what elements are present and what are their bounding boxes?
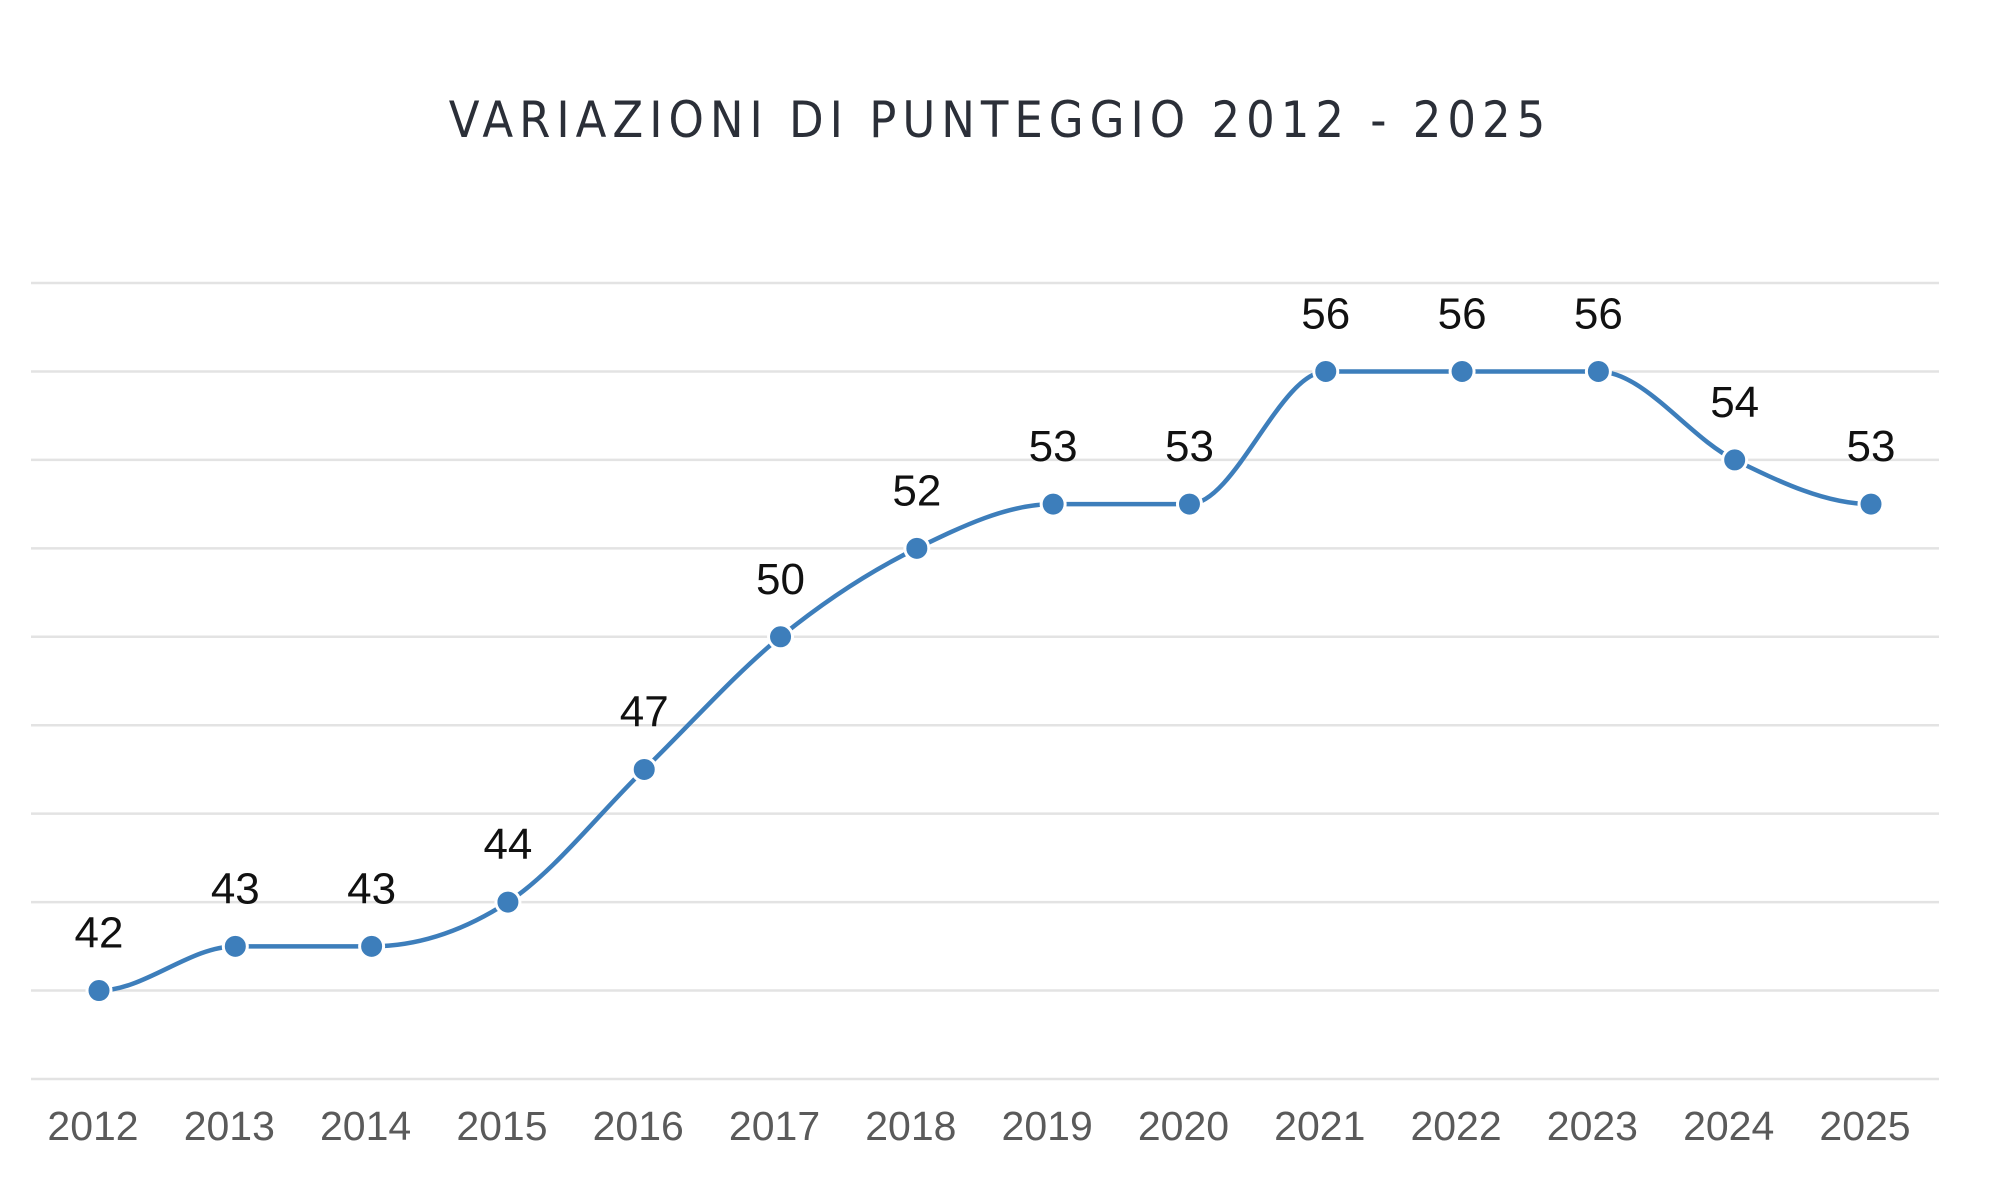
data-point: [1039, 490, 1067, 518]
x-tick-label: 2021: [1274, 1103, 1365, 1149]
x-tick-label: 2012: [47, 1103, 138, 1149]
data-label: 43: [347, 864, 396, 913]
x-tick-label: 2023: [1547, 1103, 1638, 1149]
data-label: 56: [1438, 289, 1487, 338]
x-tick-label: 2013: [184, 1103, 275, 1149]
data-label: 52: [892, 466, 941, 515]
data-point: [1857, 490, 1885, 518]
x-axis-tick-labels: 2012 2013 2014 2015 2016 2017 2018 2019 2020 2021…: [47, 1103, 1910, 1149]
data-label: 44: [483, 820, 532, 869]
data-points: [85, 357, 1885, 1005]
data-point: [1312, 357, 1340, 385]
x-tick-label: 2016: [593, 1103, 684, 1149]
x-tick-label: 2025: [1819, 1103, 1910, 1149]
data-label: 53: [1847, 422, 1896, 471]
data-point: [630, 755, 658, 783]
data-labels: 42 43 43 44 47 50 52 53 53 56 56 56 54 53: [75, 289, 1896, 957]
data-label: 42: [75, 909, 124, 958]
data-label: 53: [1029, 422, 1078, 471]
data-label: 56: [1301, 289, 1350, 338]
data-point: [221, 932, 249, 960]
gridlines: [31, 281, 1939, 1081]
data-label: 50: [756, 555, 805, 604]
chart-title: VARIAZIONI DI PUNTEGGIO 2012 - 2025: [449, 91, 1551, 149]
data-point: [903, 534, 931, 562]
data-point: [1448, 357, 1476, 385]
data-point: [1584, 357, 1612, 385]
data-point: [767, 623, 795, 651]
data-point: [1721, 446, 1749, 474]
x-tick-label: 2019: [1002, 1103, 1093, 1149]
data-label: 47: [620, 687, 669, 736]
data-point: [1175, 490, 1203, 518]
data-point: [358, 932, 386, 960]
data-point: [85, 977, 113, 1005]
x-tick-label: 2017: [729, 1103, 820, 1149]
x-tick-label: 2014: [320, 1103, 411, 1149]
x-tick-label: 2022: [1410, 1103, 1501, 1149]
data-label: 56: [1574, 289, 1623, 338]
data-label: 43: [211, 864, 260, 913]
data-label: 53: [1165, 422, 1214, 471]
x-tick-label: 2020: [1138, 1103, 1229, 1149]
x-tick-label: 2024: [1683, 1103, 1774, 1149]
data-label: 54: [1710, 378, 1759, 427]
x-tick-label: 2015: [456, 1103, 547, 1149]
data-point: [494, 888, 522, 916]
x-tick-label: 2018: [865, 1103, 956, 1149]
